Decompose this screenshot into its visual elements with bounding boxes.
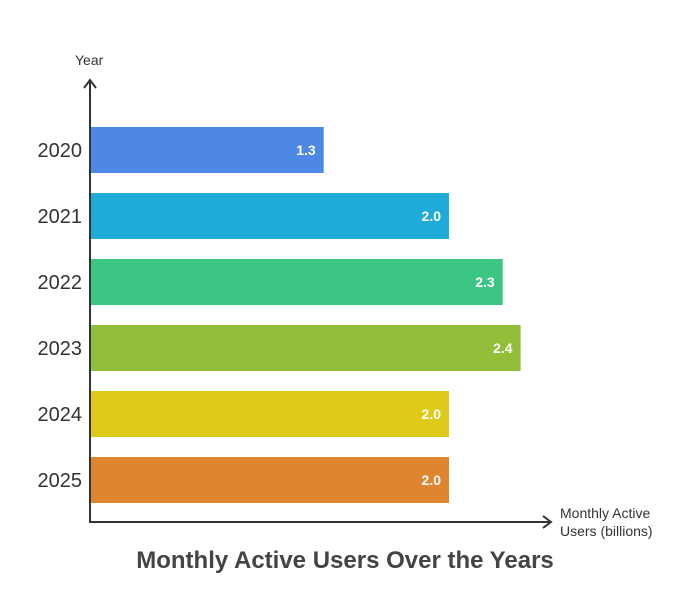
x-axis-label-line-2: Users (billions) [560, 523, 653, 539]
value-label-2024: 2.0 [422, 406, 442, 422]
x-axis-label: Monthly Active Users (billions) [560, 505, 654, 539]
value-label-2020: 1.3 [296, 142, 316, 158]
x-axis-label-line-1: Monthly Active [560, 505, 650, 521]
y-axis-label: Year [75, 52, 104, 68]
chart-title: Monthly Active Users Over the Years [136, 547, 554, 574]
y-tick-label-2024: 2024 [38, 404, 83, 426]
bar-2025 [91, 457, 449, 503]
bar-2021 [91, 193, 449, 239]
bar-2023 [91, 325, 521, 371]
bars-group [91, 127, 521, 503]
bar-2020 [91, 127, 324, 173]
value-label-2025: 2.0 [422, 472, 442, 488]
y-tick-label-2020: 2020 [38, 140, 83, 162]
y-tick-labels: 2020 2021 2022 2023 2024 2025 [38, 140, 83, 492]
x-axis-arrow [542, 515, 553, 529]
y-axis-arrow [83, 78, 97, 89]
y-tick-label-2021: 2021 [38, 206, 83, 228]
y-tick-label-2023: 2023 [38, 338, 83, 360]
value-label-2022: 2.3 [475, 274, 495, 290]
bar-2022 [91, 259, 503, 305]
y-tick-label-2025: 2025 [38, 470, 83, 492]
value-label-2023: 2.4 [493, 340, 513, 356]
value-label-2021: 2.0 [422, 208, 442, 224]
bar-2024 [91, 391, 449, 437]
y-tick-label-2022: 2022 [38, 272, 83, 294]
value-labels: 1.3 2.0 2.3 2.4 2.0 2.0 [296, 142, 513, 488]
